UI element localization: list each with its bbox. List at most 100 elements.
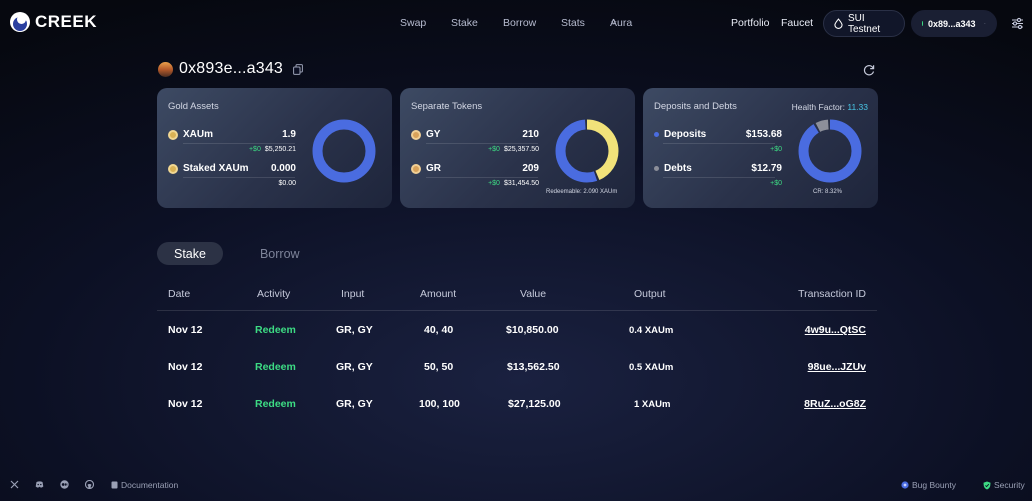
cell-value: $27,125.00 xyxy=(508,398,561,410)
gy-row: GY xyxy=(411,129,440,140)
nav-stake[interactable]: Stake xyxy=(451,17,478,29)
gr-token-icon xyxy=(411,163,421,174)
bug-bounty-label: Bug Bounty xyxy=(912,480,956,490)
documentation-label: Documentation xyxy=(121,480,179,490)
usd: $31,454.50 xyxy=(503,180,539,187)
delta: +$0 xyxy=(770,180,782,187)
medium-icon[interactable] xyxy=(60,480,69,489)
xaum-row: XAUm xyxy=(168,129,213,140)
gy-usd: +$0 $25,357.50 xyxy=(488,146,539,153)
separate-tokens-card: Separate Tokens GY 210 +$0 $25,357.50 GR … xyxy=(400,88,635,208)
cell-activity: Redeem xyxy=(255,361,296,373)
creek-logo-icon xyxy=(10,12,30,32)
tab-stake[interactable]: Stake xyxy=(157,242,223,265)
cell-date: Nov 12 xyxy=(168,324,203,336)
divider xyxy=(663,143,775,144)
xaum-amount: 1.9 xyxy=(282,129,296,140)
bug-icon xyxy=(901,481,909,489)
asset-name: Staked XAUm xyxy=(183,163,249,174)
cell-transaction-link[interactable]: 4w9u...QtSC xyxy=(804,324,866,336)
deposits-value: $153.68 xyxy=(745,129,782,140)
x-icon[interactable] xyxy=(10,480,19,489)
xaum-coin-icon xyxy=(168,163,178,174)
xaum-coin-icon xyxy=(168,129,178,140)
refresh-icon[interactable] xyxy=(863,64,875,76)
gold-assets-card: Gold Assets XAUm 1.9 +$0 $5,250.21 Staked… xyxy=(157,88,392,208)
table-header-divider xyxy=(157,310,877,311)
cell-input: GR, GY xyxy=(336,398,373,410)
delta: +$0 xyxy=(248,146,261,153)
column-header-output: Output xyxy=(634,288,666,300)
sui-drop-icon xyxy=(834,18,843,29)
cell-input: GR, GY xyxy=(336,324,373,336)
sparkle-icon: ✧ xyxy=(610,17,618,27)
gy-token-icon xyxy=(411,129,421,140)
collateral-ratio: CR: 8.32% xyxy=(813,189,843,195)
delta: +$0 xyxy=(770,146,782,153)
cell-activity: Redeem xyxy=(255,324,296,336)
debts-dot-icon xyxy=(654,166,659,171)
cell-transaction-link[interactable]: 8RuZ...oG8Z xyxy=(804,398,866,410)
delta: +$0 xyxy=(488,180,500,187)
gy-amount: 210 xyxy=(522,129,539,140)
debts-row: Debts xyxy=(654,163,692,174)
brand-logo[interactable]: CREEK xyxy=(10,12,97,32)
faucet-link[interactable]: Faucet xyxy=(781,17,814,29)
cell-value: $13,562.50 xyxy=(507,361,560,373)
copy-icon[interactable] xyxy=(293,63,303,75)
divider xyxy=(426,143,538,144)
deposits-dot-icon xyxy=(654,132,659,137)
deposits-delta: +$0 xyxy=(770,146,782,153)
card-title: Gold Assets xyxy=(168,101,219,112)
usd: $5,250.21 xyxy=(264,146,296,153)
discord-icon[interactable] xyxy=(35,480,44,489)
row-label: Debts xyxy=(664,163,692,174)
divider xyxy=(183,143,295,144)
bug-bounty-link[interactable]: Bug Bounty xyxy=(901,480,956,490)
card-title: Deposits and Debts xyxy=(654,101,737,112)
nav-swap[interactable]: Swap xyxy=(400,17,427,29)
gr-usd: +$0 $31,454.50 xyxy=(488,180,539,187)
wallet-address: 0x89...a343 xyxy=(927,18,976,29)
asset-name: GR xyxy=(426,163,441,174)
account-address: 0x893e...a343 xyxy=(179,60,284,77)
cell-amount: 40, 40 xyxy=(424,324,454,336)
card-title: Separate Tokens xyxy=(411,101,483,112)
cell-input: GR, GY xyxy=(336,361,373,373)
main-nav: Swap Stake Borrow Stats ✧ Aura xyxy=(0,17,1032,31)
xaum-usd: +$0 $5,250.21 xyxy=(249,146,296,153)
account-header: 0x893e...a343 xyxy=(158,60,303,78)
donut-segment xyxy=(555,119,619,183)
debts-value: $12.79 xyxy=(751,163,782,174)
debts-delta: +$0 xyxy=(770,180,782,187)
cell-amount: 100, 100 xyxy=(419,398,460,410)
cell-activity: Redeem xyxy=(255,398,296,410)
nav-borrow[interactable]: Borrow xyxy=(503,17,537,29)
brand-name: CREEK xyxy=(35,12,98,31)
portfolio-link[interactable]: Portfolio xyxy=(731,17,770,29)
cell-amount: 50, 50 xyxy=(424,361,454,373)
cell-transaction-link[interactable]: 98ue...JZUv xyxy=(807,361,866,373)
github-icon[interactable] xyxy=(85,480,94,489)
redeemable-note: Redeemable: 2.090 XAUm xyxy=(546,189,618,195)
health-value: 11.33 xyxy=(847,102,868,112)
wallet-button[interactable]: 0x89...a343 xyxy=(911,10,997,37)
column-header-value: Value xyxy=(520,288,547,300)
staked-xaum-amount: 0.000 xyxy=(270,163,296,174)
documentation-link[interactable]: Documentation xyxy=(111,480,178,490)
network-button[interactable]: SUI Testnet xyxy=(823,10,905,37)
cell-output: 1 XAUm xyxy=(634,399,671,410)
cell-value: $10,850.00 xyxy=(506,324,559,336)
divider xyxy=(426,177,538,178)
staked-xaum-usd: $0.00 xyxy=(278,180,296,187)
column-header-date: Date xyxy=(168,288,191,300)
security-link[interactable]: Security xyxy=(983,480,1025,490)
chevron-down-icon xyxy=(984,23,986,24)
nav-stats[interactable]: Stats xyxy=(561,17,585,29)
tab-borrow[interactable]: Borrow xyxy=(259,246,300,261)
deposits-row: Deposits xyxy=(654,129,706,140)
settings-sliders-icon[interactable] xyxy=(1011,17,1024,30)
column-header-transaction-id: Transaction ID xyxy=(798,288,866,300)
column-header-amount: Amount xyxy=(420,288,457,300)
cell-output: 0.4 XAUm xyxy=(629,325,674,336)
